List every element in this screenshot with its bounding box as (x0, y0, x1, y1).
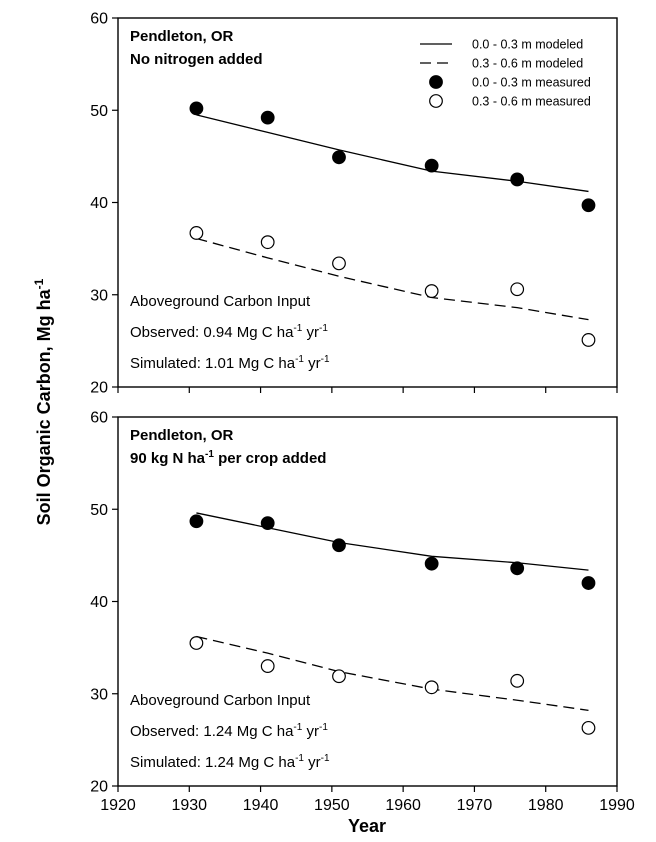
series-line-2 (196, 635, 589, 711)
open-point (581, 720, 596, 735)
x-tick-label: 1990 (599, 797, 635, 814)
y-tick-label: 20 (90, 779, 108, 796)
legend-label: 0.0 - 0.3 m modeled (472, 38, 583, 52)
filled-point (332, 150, 346, 165)
filled-point (510, 561, 525, 576)
y-tick-label: 50 (90, 502, 108, 519)
open-point (189, 636, 204, 650)
y-tick-label: 30 (90, 287, 108, 304)
filled-point (581, 576, 596, 590)
panel-2: 20 30 40 50 60 1920 1930 1940 1950 1960 1970 1980 19… (90, 410, 635, 815)
annotation-simulated: Simulated: 1.01 Mg C ha-1 yr-1 (130, 354, 330, 372)
panel-title-line-2: 90 kg N ha-1 per crop added (130, 449, 326, 467)
x-tick-label: 1960 (385, 797, 421, 814)
filled-point (260, 110, 275, 125)
panel-title-line-2: No nitrogen added (130, 51, 263, 68)
annotation-observed: Observed: 0.94 Mg C ha-1 yr-1 (130, 323, 328, 341)
y-axis-label: Soil Organic Carbon, Mg ha-1 (32, 278, 54, 525)
series-line-1 (196, 512, 589, 571)
legend-label: 0.3 - 0.6 m modeled (472, 57, 583, 71)
open-point (332, 256, 346, 271)
filled-point (332, 538, 346, 553)
y-tick-label: 60 (90, 11, 108, 28)
open-point (424, 284, 439, 298)
annotation-heading: Aboveground Carbon Input (130, 293, 311, 310)
y-tick-label: 40 (90, 195, 108, 212)
legend-label: 0.3 - 0.6 m measured (472, 95, 591, 109)
x-tick-label: 1940 (243, 797, 279, 814)
filled-point (581, 198, 596, 213)
legend-open-circle-icon (429, 94, 443, 108)
y-tick-label: 60 (90, 410, 108, 427)
series-line-2 (196, 237, 589, 321)
legend-filled-circle-icon (429, 75, 443, 89)
open-point (510, 282, 525, 297)
open-point (510, 673, 525, 688)
x-tick-label: 1950 (314, 797, 350, 814)
annotation-observed: Observed: 1.24 Mg C ha-1 yr-1 (130, 722, 328, 740)
y-tick-label: 50 (90, 103, 108, 120)
series-line-1 (196, 114, 589, 193)
filled-point (424, 158, 439, 173)
x-axis-label: Year (348, 816, 386, 836)
filled-point (510, 172, 525, 187)
open-point (260, 235, 275, 250)
filled-point (424, 556, 439, 571)
open-point (581, 333, 596, 347)
annotation-simulated: Simulated: 1.24 Mg C ha-1 yr-1 (130, 753, 330, 771)
filled-point (189, 101, 204, 116)
panel-1: 20 30 40 50 60 Pendleton, OR No nitrogen added… (90, 11, 618, 397)
legend-label: 0.0 - 0.3 m measured (472, 76, 591, 90)
panel-title-line-1: Pendleton, OR (130, 427, 234, 444)
annotation-heading: Aboveground Carbon Input (130, 692, 311, 709)
panel-title-line-1: Pendleton, OR (130, 28, 234, 45)
open-point (189, 226, 204, 240)
y-tick-label: 30 (90, 686, 108, 703)
y-tick-label: 40 (90, 594, 108, 611)
filled-point (189, 514, 204, 529)
x-tick-label: 1930 (171, 797, 207, 814)
x-tick-label: 1980 (528, 797, 564, 814)
x-tick-label: 1920 (100, 797, 136, 814)
filled-point (260, 516, 275, 530)
y-tick-label: 20 (90, 380, 108, 397)
open-point (424, 680, 439, 695)
legend: 0.0 - 0.3 m modeled 0.3 - 0.6 m modeled 0.… (420, 38, 591, 109)
open-point (260, 659, 275, 673)
open-point (332, 669, 346, 684)
x-tick-label: 1970 (457, 797, 493, 814)
